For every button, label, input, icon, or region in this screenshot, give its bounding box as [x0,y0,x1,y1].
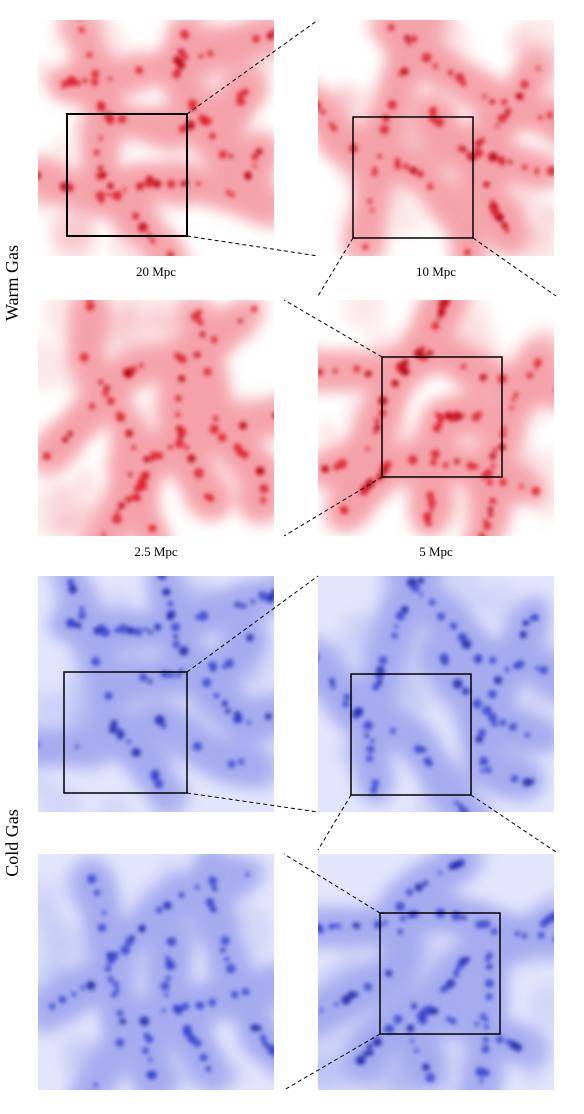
cold-gas-panel-2_5mpc [38,854,274,1090]
cold-gas-label: Cold Gas [2,809,22,877]
warm-gas-panel-20mpc [38,20,274,256]
cold-gas-panel-20mpc [38,576,274,812]
warm-gas-caption-5mpc: 5 Mpc [419,544,453,559]
warm-gas-panel-10mpc [318,20,554,256]
warm-gas-caption-20mpc: 20 Mpc [135,264,177,279]
warm-gas-caption-10mpc: 10 Mpc [415,264,457,279]
cold-gas-panel-5mpc [318,854,554,1090]
warm-gas-panel-5mpc [318,300,554,536]
cold-gas-panel-10mpc [318,576,554,812]
warm-gas-panel-2_5mpc [38,300,274,536]
warm-gas-label: Warm Gas [2,244,22,322]
warm-gas-caption-2_5mpc: 2.5 Mpc [134,544,178,559]
